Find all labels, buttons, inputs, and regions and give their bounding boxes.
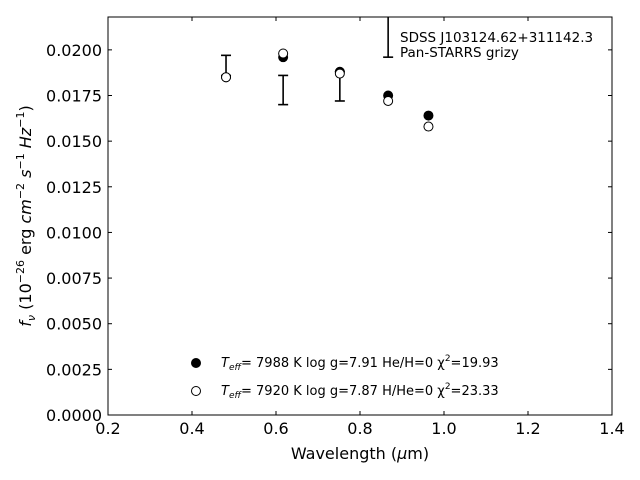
y-tick-label: 0.0075 xyxy=(46,269,102,288)
y-axis: 0.0000 0.0025 0.0050 0.0075 0.0100 0.0125 0.01… xyxy=(46,41,612,425)
legend-marker-open xyxy=(191,386,201,396)
annotation-line-2: Pan-STARRS grizy xyxy=(400,45,519,61)
y-tick-label: 0.0150 xyxy=(46,132,102,151)
y-tick-label: 0.0025 xyxy=(46,360,102,379)
x-tick-label: 0.8 xyxy=(347,419,372,438)
legend-entry-filled: Teff= 7988 K log g=7.91 He/H=0 χ2=19.93 xyxy=(221,354,499,373)
y-tick-label: 0.0050 xyxy=(46,315,102,334)
y-tick-label: 0.0175 xyxy=(46,87,102,106)
y-tick-label: 0.0100 xyxy=(46,223,102,242)
legend-marker-filled xyxy=(191,358,201,368)
open-circle-point xyxy=(423,121,434,132)
series-open-circles xyxy=(221,48,434,132)
x-axis-title: Wavelength (μm) xyxy=(291,444,429,463)
x-axis: 0.2 0.4 0.6 0.8 1.0 1.2 1.4 xyxy=(95,17,625,438)
annotation-line-1: SDSS J103124.62+311142.3 xyxy=(400,30,593,46)
filled-circle-point xyxy=(423,110,434,121)
x-tick-label: 1.0 xyxy=(431,419,456,438)
open-circle-point xyxy=(278,48,289,59)
legend: Teff= 7988 K log g=7.91 He/H=0 χ2=19.93 … xyxy=(191,354,499,401)
legend-entry-open: Teff= 7920 K log g=7.87 H/He=0 χ2=23.33 xyxy=(221,382,499,401)
y-tick-label: 0.0125 xyxy=(46,178,102,197)
observed-error-bars xyxy=(221,54,345,106)
x-tick-label: 0.2 xyxy=(95,419,120,438)
series-filled-circles xyxy=(221,52,434,121)
open-circle-point xyxy=(221,72,232,83)
open-circle-point xyxy=(383,95,394,106)
y-tick-label: 0.0200 xyxy=(46,41,102,60)
x-tick-label: 1.4 xyxy=(599,419,624,438)
x-tick-label: 0.6 xyxy=(263,419,288,438)
annotation-error-bar xyxy=(383,17,394,58)
open-circle-point xyxy=(334,68,345,79)
y-axis-title: fν (10−26 erg cm−2 s−1 Hz−1) xyxy=(14,105,38,326)
x-tick-label: 0.4 xyxy=(179,419,204,438)
y-tick-label: 0.0000 xyxy=(46,406,102,425)
x-tick-label: 1.2 xyxy=(515,419,540,438)
